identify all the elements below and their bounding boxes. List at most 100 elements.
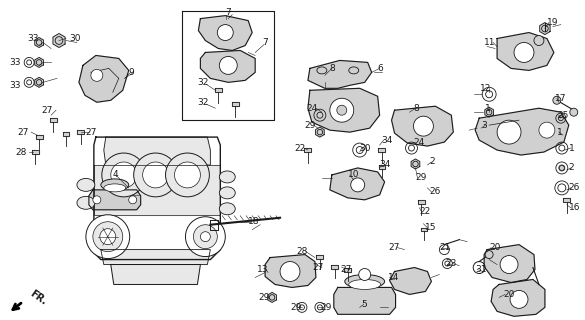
- Text: 1: 1: [486, 104, 491, 113]
- Text: 27: 27: [312, 263, 324, 272]
- Text: 21: 21: [439, 243, 450, 252]
- Polygon shape: [215, 88, 222, 92]
- Polygon shape: [211, 220, 218, 230]
- Polygon shape: [378, 148, 385, 152]
- Circle shape: [86, 215, 130, 259]
- Circle shape: [134, 153, 177, 197]
- Polygon shape: [201, 51, 255, 82]
- Text: 27: 27: [42, 106, 53, 115]
- Text: 2: 2: [569, 164, 574, 172]
- Circle shape: [93, 222, 123, 252]
- Polygon shape: [50, 118, 57, 122]
- Text: 27: 27: [388, 243, 400, 252]
- Text: 32: 32: [197, 98, 208, 107]
- Text: 7: 7: [225, 8, 231, 17]
- Circle shape: [534, 36, 544, 45]
- Text: 15: 15: [425, 223, 437, 232]
- Circle shape: [111, 162, 137, 188]
- Text: 27: 27: [85, 128, 97, 137]
- Polygon shape: [475, 108, 569, 155]
- Ellipse shape: [219, 203, 235, 215]
- Polygon shape: [308, 60, 371, 88]
- Polygon shape: [232, 102, 239, 107]
- Circle shape: [218, 25, 233, 41]
- Text: 32: 32: [197, 78, 208, 87]
- Polygon shape: [485, 107, 494, 117]
- Polygon shape: [345, 268, 351, 272]
- Polygon shape: [484, 244, 535, 283]
- Text: 27: 27: [18, 128, 29, 137]
- Text: 16: 16: [569, 203, 580, 212]
- Polygon shape: [563, 198, 570, 202]
- Text: 33: 33: [27, 34, 39, 43]
- Text: 29: 29: [415, 173, 427, 182]
- Circle shape: [439, 244, 449, 255]
- Text: 25: 25: [558, 111, 569, 120]
- Circle shape: [219, 56, 238, 74]
- Text: 20: 20: [503, 290, 514, 299]
- Circle shape: [102, 153, 146, 197]
- Text: 1: 1: [569, 144, 574, 153]
- Text: 13: 13: [257, 265, 268, 274]
- Text: 8: 8: [330, 64, 336, 73]
- Ellipse shape: [77, 179, 95, 191]
- Text: 23: 23: [445, 259, 457, 268]
- Polygon shape: [101, 250, 211, 265]
- Text: 20: 20: [489, 243, 501, 252]
- Polygon shape: [32, 150, 39, 154]
- Text: 33: 33: [10, 81, 21, 90]
- Text: 34: 34: [380, 160, 391, 170]
- Circle shape: [553, 96, 561, 104]
- Polygon shape: [79, 55, 129, 102]
- Polygon shape: [421, 228, 428, 231]
- Ellipse shape: [317, 67, 327, 74]
- Text: 9: 9: [129, 68, 135, 77]
- Ellipse shape: [349, 279, 381, 289]
- Polygon shape: [540, 23, 550, 35]
- Polygon shape: [198, 16, 252, 51]
- Text: 29: 29: [259, 293, 270, 302]
- Polygon shape: [63, 132, 70, 136]
- Polygon shape: [308, 88, 380, 132]
- Text: 24: 24: [307, 104, 318, 113]
- Circle shape: [414, 116, 433, 136]
- Circle shape: [166, 153, 209, 197]
- Polygon shape: [391, 106, 453, 146]
- Text: 30: 30: [360, 144, 371, 153]
- Text: 27: 27: [340, 265, 352, 274]
- Polygon shape: [418, 200, 425, 204]
- Circle shape: [359, 268, 371, 280]
- Circle shape: [559, 165, 565, 171]
- Polygon shape: [89, 190, 140, 210]
- Circle shape: [497, 120, 521, 144]
- Polygon shape: [390, 268, 431, 294]
- Text: 11: 11: [484, 38, 495, 47]
- Text: 8: 8: [414, 104, 419, 113]
- Text: 18: 18: [248, 217, 260, 226]
- Text: 22: 22: [419, 207, 431, 216]
- Polygon shape: [35, 77, 43, 87]
- Text: 5: 5: [362, 300, 367, 309]
- Ellipse shape: [219, 171, 235, 183]
- Polygon shape: [304, 148, 311, 152]
- Text: 12: 12: [480, 84, 491, 93]
- Text: 2: 2: [429, 157, 435, 166]
- Text: 24: 24: [414, 138, 425, 147]
- Polygon shape: [35, 37, 43, 47]
- Circle shape: [351, 178, 364, 192]
- Circle shape: [514, 43, 534, 62]
- Circle shape: [129, 196, 137, 204]
- Polygon shape: [35, 58, 43, 68]
- Polygon shape: [334, 287, 395, 314]
- Ellipse shape: [345, 275, 384, 288]
- Text: 10: 10: [347, 171, 359, 180]
- Polygon shape: [268, 292, 276, 302]
- Circle shape: [473, 261, 485, 274]
- Circle shape: [330, 98, 354, 122]
- Ellipse shape: [77, 196, 95, 209]
- Polygon shape: [316, 255, 324, 259]
- Circle shape: [485, 251, 493, 259]
- Text: FR.: FR.: [28, 288, 49, 307]
- Circle shape: [280, 261, 300, 282]
- Polygon shape: [378, 165, 384, 169]
